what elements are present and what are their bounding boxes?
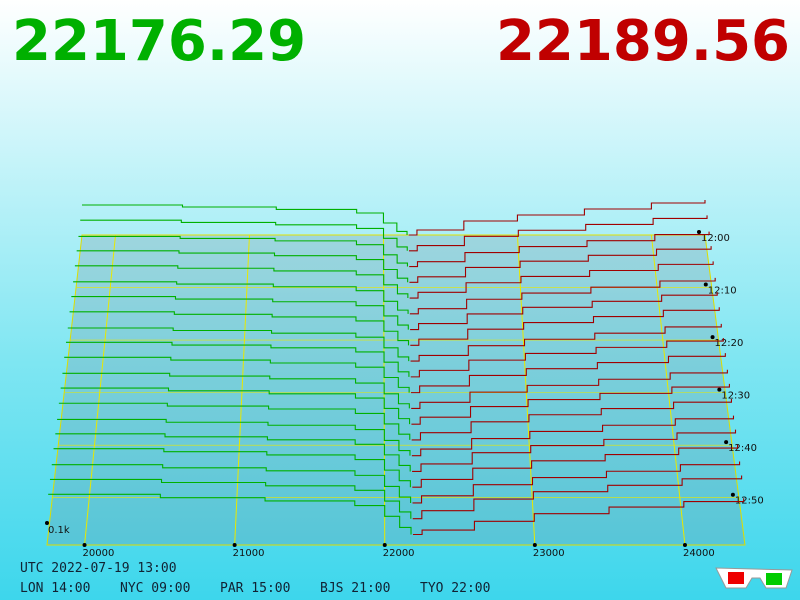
bid-depth-line bbox=[49, 478, 412, 519]
city-clock: BJS 21:00 bbox=[320, 581, 390, 596]
city-clock: NYC 09:00 bbox=[120, 581, 190, 596]
time-tick-label: 12:10 bbox=[708, 286, 737, 297]
x-tick bbox=[232, 543, 237, 547]
bid-depth-line bbox=[55, 433, 411, 472]
x-tick-label: 24000 bbox=[683, 548, 715, 559]
time-tick bbox=[710, 335, 715, 340]
bid-depth-line bbox=[57, 418, 411, 456]
time-tick-label: 12:20 bbox=[715, 338, 744, 349]
time-tick-label: 12:40 bbox=[728, 443, 757, 454]
bid-depth-line bbox=[48, 493, 412, 535]
time-tick-label: 12:50 bbox=[735, 496, 764, 507]
red-lens bbox=[728, 572, 744, 584]
ask-price: 22189.56 bbox=[496, 9, 790, 74]
bid-depth-line bbox=[62, 372, 410, 409]
time-tick bbox=[730, 492, 735, 497]
time-tick bbox=[697, 230, 701, 234]
ask-depth-line bbox=[408, 200, 706, 236]
x-tick bbox=[382, 543, 387, 547]
x-tick-label: 22000 bbox=[383, 548, 415, 559]
x-tick bbox=[532, 543, 537, 547]
time-tick-label: 12:00 bbox=[701, 233, 730, 244]
bid-depth-line bbox=[76, 250, 409, 283]
city-clock: LON 14:00 bbox=[20, 581, 90, 596]
ask-depth-line bbox=[409, 246, 712, 283]
ask-depth-line bbox=[412, 498, 745, 536]
z-tick bbox=[45, 521, 49, 525]
bid-depth-line bbox=[67, 327, 410, 362]
ask-depth-line bbox=[411, 415, 735, 457]
ask-depth-line bbox=[410, 337, 724, 378]
x-tick bbox=[82, 543, 87, 547]
ask-depth-line bbox=[409, 277, 716, 315]
bid-depth-line bbox=[78, 235, 409, 267]
bid-depth-line bbox=[65, 341, 410, 377]
bid-depth-line bbox=[73, 281, 409, 314]
bid-depth-line bbox=[71, 296, 409, 330]
green-lens bbox=[766, 573, 782, 585]
ask-depth-line bbox=[410, 323, 722, 362]
city-clock: PAR 15:00 bbox=[220, 581, 290, 596]
bid-depth-line bbox=[64, 356, 410, 393]
ask-depth-line bbox=[410, 292, 718, 331]
bid-depth-line bbox=[74, 265, 409, 299]
ask-depth-line bbox=[410, 307, 720, 346]
x-tick-label: 20000 bbox=[83, 548, 115, 559]
bid-depth-line bbox=[53, 448, 411, 488]
bid-depth-line bbox=[82, 204, 408, 235]
time-tick bbox=[717, 387, 722, 392]
utc-time: UTC 2022-07-19 13:00 bbox=[20, 561, 177, 576]
x-tick-label: 21000 bbox=[233, 548, 265, 559]
ask-depth-line bbox=[409, 261, 714, 299]
x-tick-label: 23000 bbox=[533, 548, 565, 559]
glasses-icon bbox=[715, 567, 793, 589]
ask-depth-line bbox=[412, 429, 737, 472]
ask-depth-line bbox=[410, 353, 726, 394]
z-tick-label: 0.1k bbox=[48, 525, 70, 536]
ask-depth-line bbox=[412, 444, 739, 488]
time-tick bbox=[724, 440, 729, 445]
x-tick bbox=[682, 543, 687, 547]
ask-depth-line bbox=[411, 369, 728, 409]
time-tick bbox=[703, 282, 708, 287]
ask-depth-line bbox=[408, 215, 708, 252]
ask-depth-line bbox=[412, 475, 743, 520]
grid-line bbox=[234, 234, 250, 546]
bid-depth-line bbox=[80, 219, 408, 251]
ask-depth-line bbox=[411, 398, 732, 441]
bid-depth-line bbox=[69, 311, 410, 346]
ask-depth-line bbox=[412, 461, 741, 504]
city-clock: TYO 22:00 bbox=[420, 581, 490, 596]
grid-line bbox=[84, 234, 116, 546]
ask-depth-line bbox=[411, 383, 730, 425]
time-tick-label: 12:30 bbox=[721, 391, 750, 402]
bid-depth-line bbox=[60, 387, 411, 425]
bid-depth-line bbox=[58, 402, 411, 440]
ask-depth-line bbox=[409, 231, 710, 268]
bid-depth-line bbox=[51, 464, 412, 503]
bid-price: 22176.29 bbox=[12, 9, 306, 74]
grid-line bbox=[516, 234, 536, 546]
